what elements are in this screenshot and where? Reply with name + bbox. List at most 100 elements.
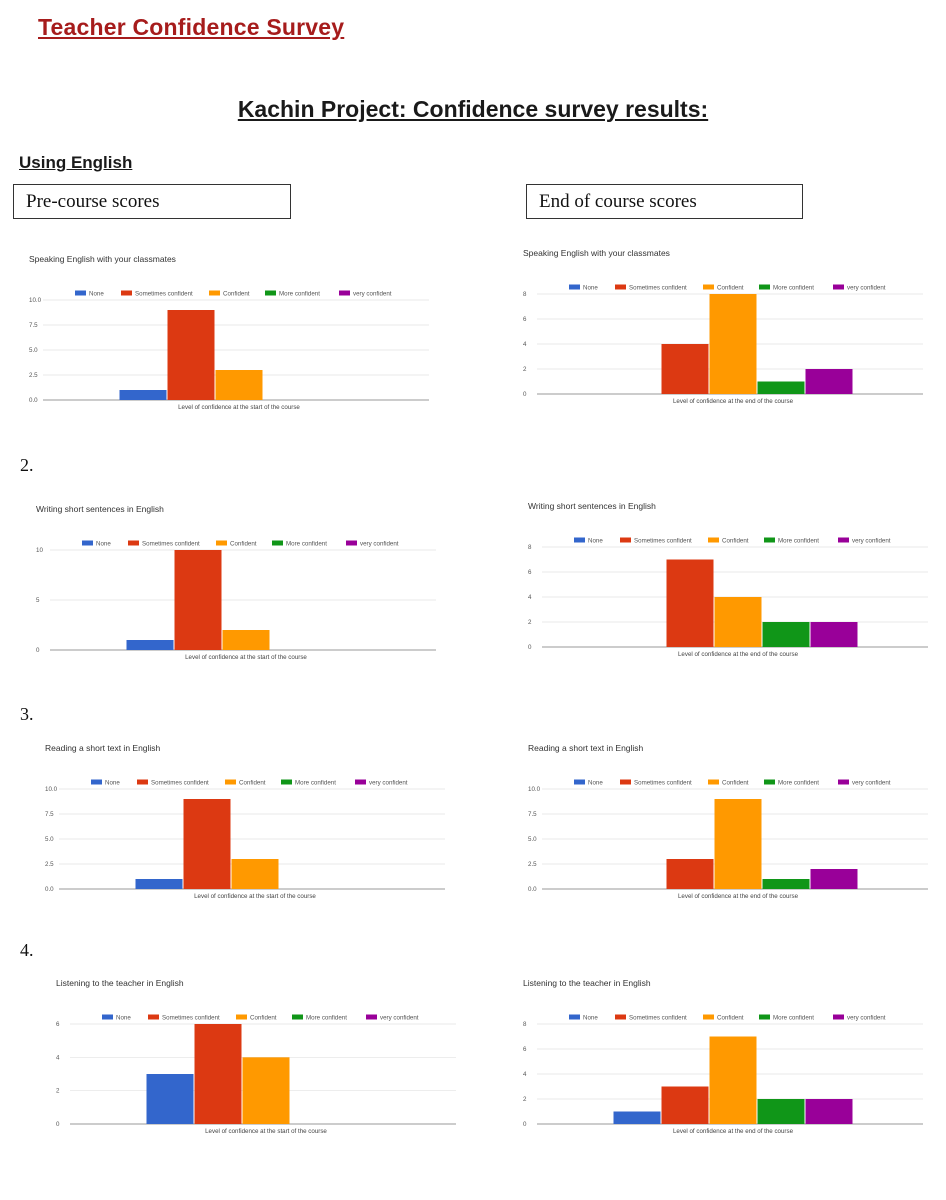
bar (762, 879, 810, 889)
bar (194, 1024, 242, 1124)
legend-label: More confident (295, 780, 336, 787)
legend-label: None (116, 1015, 131, 1022)
y-tick-label: 10.0 (528, 786, 541, 793)
legend-label: very confident (369, 780, 408, 787)
y-tick-label: 0 (56, 1121, 60, 1128)
y-tick-label: 2 (56, 1088, 60, 1095)
y-tick-label: 6 (523, 316, 527, 323)
x-axis-label: Level of confidence at the end of the co… (673, 1128, 794, 1135)
end-course-label: End of course scores (526, 184, 803, 219)
bar (762, 622, 810, 647)
y-tick-label: 2.5 (29, 372, 38, 379)
bar (709, 294, 757, 394)
legend-label: More confident (773, 285, 814, 292)
bar (810, 622, 858, 647)
legend-label: very confident (847, 1015, 886, 1022)
chart-writing-end: Writing short sentences in English 0 2 4 6 8 N… (512, 491, 942, 671)
bar (666, 859, 714, 889)
legend-label: None (96, 541, 111, 548)
legend-swatch (838, 779, 849, 785)
legend-label: Confident (250, 1015, 277, 1022)
y-tick-label: 4 (56, 1054, 60, 1061)
legend-swatch (281, 779, 292, 785)
legend-label: More confident (286, 541, 327, 548)
chart-writing-pre: Writing short sentences in English 0 5 10 No… (20, 494, 450, 674)
document-title: Teacher Confidence Survey (38, 14, 345, 40)
legend-swatch (620, 537, 631, 543)
legend-label: very confident (852, 780, 891, 787)
chart-title: Reading a short text in English (45, 743, 161, 753)
bar (757, 1099, 805, 1124)
legend-swatch (833, 284, 844, 290)
chart-title: Speaking English with your classmates (523, 248, 670, 258)
y-tick-label: 8 (523, 1021, 527, 1028)
legend-swatch (121, 290, 132, 296)
legend-swatch (764, 537, 775, 543)
bar (805, 369, 853, 394)
legend-swatch (764, 779, 775, 785)
y-tick-label: 10.0 (29, 297, 42, 304)
legend-swatch (137, 779, 148, 785)
project-title: Kachin Project: Confidence survey result… (237, 96, 709, 122)
legend-swatch (759, 284, 770, 290)
legend-label: Sometimes confident (135, 291, 193, 298)
bar (805, 1099, 853, 1124)
bar (709, 1036, 757, 1124)
legend-swatch (216, 540, 227, 546)
legend-label: Confident (722, 538, 749, 545)
y-tick-label: 2 (523, 1096, 527, 1103)
legend-label: None (89, 291, 104, 298)
y-tick-label: 2 (523, 366, 527, 373)
y-tick-label: 8 (523, 291, 527, 298)
x-axis-label: Level of confidence at the start of the … (185, 654, 307, 661)
legend-label: very confident (353, 291, 392, 298)
question-number-2: 2. (20, 455, 34, 475)
y-tick-label: 0 (523, 391, 527, 398)
y-tick-label: 5.0 (45, 836, 54, 843)
legend-swatch (574, 779, 585, 785)
bar (183, 799, 231, 889)
chart-svg: Listening to the teacher in English 0 2 4 6 N… (56, 978, 456, 1135)
legend-swatch (833, 1014, 844, 1020)
section-title: Using English (19, 153, 133, 172)
y-tick-label: 4 (523, 341, 527, 348)
legend-swatch (209, 290, 220, 296)
legend-swatch (75, 290, 86, 296)
y-tick-label: 10 (36, 547, 43, 554)
legend-swatch (615, 284, 626, 290)
legend-label: very confident (847, 285, 886, 292)
y-tick-label: 5 (36, 597, 40, 604)
legend-label: Confident (722, 780, 749, 787)
legend-swatch (265, 290, 276, 296)
bar (661, 1086, 709, 1124)
legend-swatch (225, 779, 236, 785)
legend-swatch (91, 779, 102, 785)
y-tick-label: 4 (523, 1071, 527, 1078)
y-tick-label: 0 (36, 647, 40, 654)
y-tick-label: 7.5 (528, 811, 537, 818)
bar (242, 1057, 290, 1124)
legend-label: very confident (360, 541, 399, 548)
chart-svg: Speaking English with your classmates 0.0… (29, 254, 429, 411)
chart-listening-pre: Listening to the teacher in English 0 2 4 6 N… (40, 968, 470, 1148)
legend-swatch (703, 1014, 714, 1020)
y-tick-label: 5.0 (528, 836, 537, 843)
legend-label: Confident (223, 291, 250, 298)
y-tick-label: 8 (528, 544, 532, 551)
y-tick-label: 5.0 (29, 347, 38, 354)
y-tick-label: 0.0 (45, 886, 54, 893)
bar (757, 381, 805, 394)
legend-label: very confident (852, 538, 891, 545)
legend-label: Sometimes confident (151, 780, 209, 787)
bar (613, 1111, 661, 1124)
y-tick-label: 0.0 (528, 886, 537, 893)
legend-swatch (355, 779, 366, 785)
chart-title: Speaking English with your classmates (29, 254, 176, 264)
legend-swatch (292, 1014, 303, 1020)
chart-speaking-pre: Speaking English with your classmates 0.0… (13, 244, 443, 424)
x-axis-label: Level of confidence at the end of the co… (673, 398, 794, 405)
y-tick-label: 10.0 (45, 786, 58, 793)
chart-title: Listening to the teacher in English (56, 978, 184, 988)
chart-svg: Writing short sentences in English 0 2 4 6 8 N… (528, 501, 928, 658)
x-axis-label: Level of confidence at the start of the … (205, 1128, 327, 1135)
